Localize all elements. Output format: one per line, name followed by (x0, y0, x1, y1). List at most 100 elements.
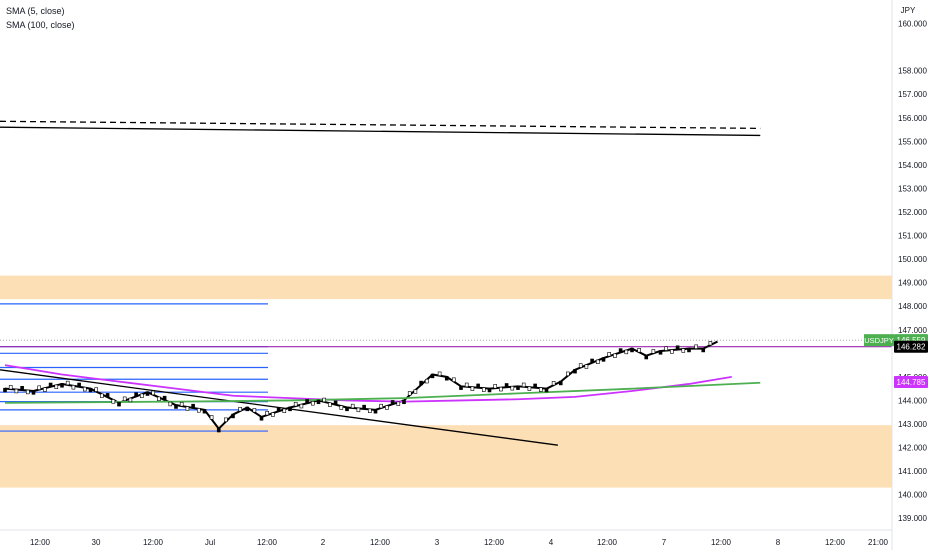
candle (493, 384, 498, 389)
candle (444, 376, 449, 381)
candle (245, 406, 250, 412)
y-tick-label: 143.000 (898, 420, 927, 429)
x-tick-label: 12:00 (370, 538, 391, 547)
last-price-tag: 146.559 (897, 336, 926, 345)
candle (14, 388, 19, 394)
sma100-price-tag-bg (894, 375, 928, 388)
candle (407, 391, 412, 396)
y-tick-label: 160.000 (898, 20, 927, 29)
candle (607, 352, 612, 357)
candle (252, 408, 257, 413)
candle (202, 409, 207, 414)
candle (209, 415, 214, 420)
candle (664, 346, 669, 351)
candle (117, 402, 121, 407)
candle (521, 382, 526, 388)
candle (310, 401, 315, 406)
candle (25, 389, 30, 395)
y-tick-label: 148.000 (898, 302, 927, 311)
candle (8, 385, 13, 390)
price-axis (892, 0, 932, 550)
y-tick-label: 157.000 (898, 90, 927, 99)
candle (345, 406, 349, 412)
candle (162, 395, 167, 401)
y-tick-label: 154.000 (898, 161, 927, 170)
candle (630, 347, 634, 353)
candle (145, 391, 150, 396)
candle (658, 350, 663, 355)
y-tick-label: 144.000 (898, 396, 927, 405)
candle (216, 427, 221, 433)
candle (111, 399, 116, 404)
x-tick-label: 21:00 (868, 538, 889, 547)
y-tick-label: 139.000 (898, 514, 927, 523)
candle (595, 359, 600, 364)
x-tick-label: 12:00 (257, 538, 278, 547)
x-tick-label: 2 (321, 538, 326, 547)
candle (339, 405, 344, 410)
candle (333, 400, 338, 405)
candle (140, 393, 144, 398)
candle (299, 403, 304, 409)
candle (481, 387, 486, 392)
candle (637, 348, 641, 353)
trendline-0 (0, 126, 761, 137)
candle (681, 348, 686, 353)
candle (708, 341, 713, 346)
candle (527, 386, 532, 391)
candle (367, 408, 372, 413)
candle (402, 399, 406, 405)
candle (185, 406, 190, 411)
candle (100, 393, 104, 398)
candle (328, 402, 332, 407)
x-tick-label: 3 (435, 538, 440, 547)
candle (362, 404, 366, 410)
y-tick-label: 147.000 (898, 326, 927, 335)
candle (437, 371, 442, 377)
candle (644, 354, 649, 360)
zone-0 (0, 275, 892, 300)
y-tick-label: 140.000 (898, 491, 927, 500)
candle (43, 387, 47, 392)
legend: SMA (5, close) SMA (100, close) (6, 4, 75, 32)
series-line-2 (4, 381, 761, 404)
candle (224, 417, 228, 422)
candle (452, 377, 456, 382)
candle (191, 403, 195, 409)
candle (464, 382, 469, 388)
symbol-tag-bg (864, 334, 894, 347)
candle (487, 387, 492, 393)
candle (259, 416, 264, 421)
candle (651, 349, 656, 354)
x-tick-label: 7 (662, 538, 667, 547)
y-tick-label: 141.000 (898, 467, 927, 476)
candle (510, 386, 515, 391)
candle (578, 363, 583, 368)
candle (476, 383, 480, 389)
candle (601, 357, 606, 362)
candle (694, 344, 698, 349)
candle (538, 387, 543, 392)
trendline-1 (0, 120, 761, 130)
candle (430, 373, 435, 379)
y-tick-label: 142.000 (898, 444, 927, 453)
candle (396, 401, 401, 406)
candle (282, 408, 287, 413)
candle (533, 383, 537, 389)
legend-sma100: SMA (100, close) (6, 20, 75, 30)
candle (551, 381, 556, 386)
candle (385, 405, 389, 410)
y-tick-label: 149.000 (898, 279, 927, 288)
candle (544, 387, 549, 393)
candle (322, 397, 327, 403)
candle (675, 345, 680, 350)
y-tick-label: 158.000 (898, 67, 927, 76)
candle (134, 392, 138, 397)
y-tick-label: 153.000 (898, 184, 927, 193)
candle (305, 399, 309, 404)
x-tick-label: 8 (776, 538, 781, 547)
candle (373, 409, 378, 414)
symbol-tag: USDJPY (864, 336, 894, 345)
candle (71, 385, 76, 390)
